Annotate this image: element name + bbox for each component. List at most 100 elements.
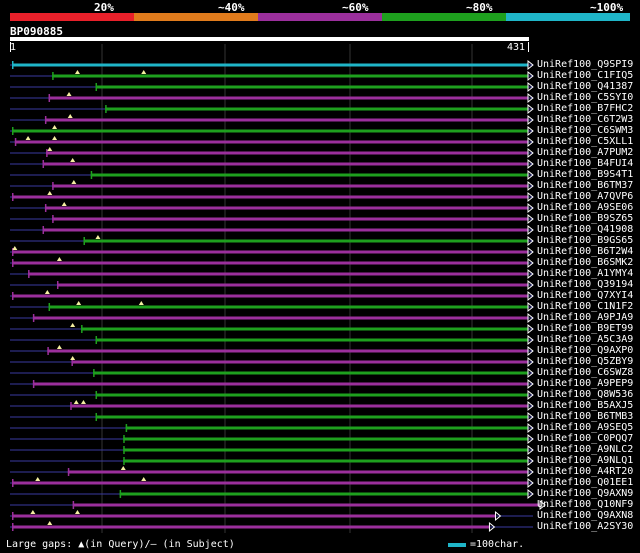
hit-bar[interactable] [52, 74, 529, 78]
hit-bar[interactable] [12, 250, 528, 254]
hit-bar[interactable] [72, 503, 541, 507]
hit-bar[interactable] [32, 316, 529, 320]
hit-bar[interactable] [95, 85, 528, 89]
hit-bar[interactable] [119, 492, 528, 496]
hit-label[interactable]: UniRef100_A7PUM2 [537, 147, 634, 158]
hit-label[interactable]: UniRef100_C6T2W3 [537, 114, 634, 125]
hit-label[interactable]: UniRef100_A9PEP9 [537, 378, 634, 389]
hit-label[interactable]: UniRef100_C0PQQ7 [537, 433, 634, 444]
hit-bar[interactable] [12, 261, 528, 265]
hit-label[interactable]: UniRef100_C1N1F2 [537, 301, 634, 312]
hit-label[interactable]: UniRef100_C5SYI0 [537, 92, 634, 103]
hit-bar[interactable] [12, 481, 528, 485]
hit-end-arrow-icon [527, 246, 534, 258]
hit-label[interactable]: UniRef100_C6SWZ8 [537, 367, 634, 378]
hit-bar[interactable] [52, 184, 529, 188]
hit-end-arrow-icon [527, 411, 534, 423]
hit-label[interactable]: UniRef100_B9GS65 [537, 235, 634, 246]
hit-start-tick [71, 358, 73, 366]
hit-bar[interactable] [123, 448, 528, 452]
hit-bar[interactable] [93, 371, 528, 375]
hit-bar[interactable] [123, 459, 528, 463]
hit-bar[interactable] [12, 63, 528, 67]
gap-marker-icon [141, 477, 147, 481]
hit-bar[interactable] [28, 272, 529, 276]
hit-label[interactable]: UniRef100_B7FHC2 [537, 103, 634, 114]
hit-bar[interactable] [12, 525, 490, 529]
hit-bar[interactable] [48, 96, 529, 100]
hit-bar[interactable] [12, 195, 528, 199]
hit-start-tick [83, 237, 85, 245]
hit-start-tick [48, 94, 51, 102]
hit-bar[interactable] [83, 239, 529, 243]
hit-label[interactable]: UniRef100_B5AXJ5 [537, 400, 634, 411]
hit-label[interactable]: UniRef100_Q41387 [537, 81, 634, 92]
hit-label[interactable]: UniRef100_B9SZ65 [537, 213, 634, 224]
hit-label[interactable]: UniRef100_C5XLL1 [537, 136, 634, 147]
hit-bar[interactable] [95, 415, 528, 419]
hit-label[interactable]: UniRef100_Q10NF9 [537, 499, 634, 510]
hit-bar[interactable] [90, 173, 529, 177]
hit-end-arrow-icon [527, 169, 534, 181]
hit-bar[interactable] [48, 305, 529, 309]
hit-bar[interactable] [47, 349, 529, 353]
hit-label[interactable]: UniRef100_A9NLC2 [537, 444, 634, 455]
hit-bar[interactable] [12, 294, 528, 298]
hit-bar[interactable] [12, 514, 496, 518]
hit-label[interactable]: UniRef100_B6TMB3 [537, 411, 634, 422]
hit-start-tick [105, 105, 107, 113]
hit-label[interactable]: UniRef100_A2SY30 [537, 521, 634, 532]
hit-label[interactable]: UniRef100_A7QVP6 [537, 191, 634, 202]
hit-bar[interactable] [42, 162, 529, 166]
hit-bar[interactable] [71, 360, 529, 364]
hit-label[interactable]: UniRef100_C6SWM3 [537, 125, 634, 136]
hit-label[interactable]: UniRef100_Q9AXN8 [537, 510, 634, 521]
hit-label[interactable]: UniRef100_Q01EE1 [537, 477, 634, 488]
hit-bar[interactable] [32, 382, 529, 386]
hit-label[interactable]: UniRef100_B4FUI4 [537, 158, 634, 169]
gap-marker-icon [80, 400, 86, 404]
hit-end-arrow-icon [527, 356, 534, 368]
hit-label[interactable]: UniRef100_A4RT20 [537, 466, 634, 477]
hit-label[interactable]: UniRef100_A1YMY4 [537, 268, 634, 279]
hit-bar[interactable] [95, 393, 528, 397]
hit-label[interactable]: UniRef100_A9SE06 [537, 202, 634, 213]
hit-label[interactable]: UniRef100_Q41908 [537, 224, 634, 235]
hit-bar[interactable] [95, 338, 528, 342]
hit-end-arrow-icon [527, 334, 534, 346]
hit-label[interactable]: UniRef100_Q9AXP0 [537, 345, 634, 356]
hit-label[interactable]: UniRef100_C1FIQ5 [537, 70, 634, 81]
hit-label[interactable]: UniRef100_Q9SPI9 [537, 59, 634, 70]
hit-bar[interactable] [67, 470, 529, 474]
hit-bar[interactable] [105, 107, 528, 111]
hit-bar[interactable] [123, 437, 528, 441]
hit-bar[interactable] [125, 426, 528, 430]
hit-bar[interactable] [46, 151, 529, 155]
hit-end-arrow-icon [527, 147, 534, 159]
hit-label[interactable]: UniRef100_B6TM37 [537, 180, 634, 191]
hit-bar[interactable] [56, 283, 529, 287]
hit-bar[interactable] [81, 327, 529, 331]
hit-label[interactable]: UniRef100_A9NLQ1 [537, 455, 634, 466]
hit-label[interactable]: UniRef100_B9ET99 [537, 323, 634, 334]
hit-label[interactable]: UniRef100_B6SMK2 [537, 257, 634, 268]
hit-bar[interactable] [14, 140, 529, 144]
hit-label[interactable]: UniRef100_B6T2W4 [537, 246, 634, 257]
hit-label[interactable]: UniRef100_A9PJA9 [537, 312, 634, 323]
hit-label[interactable]: UniRef100_Q39194 [537, 279, 634, 290]
hit-label[interactable]: UniRef100_A9SEQ5 [537, 422, 634, 433]
hit-label[interactable]: UniRef100_B9S4T1 [537, 169, 634, 180]
hit-bar[interactable] [12, 129, 528, 133]
hit-label[interactable]: UniRef100_Q8W536 [537, 389, 634, 400]
hit-bar[interactable] [44, 118, 529, 122]
hit-label[interactable]: UniRef100_A5C3A9 [537, 334, 634, 345]
hit-end-arrow-icon [527, 367, 534, 379]
query-bar [10, 37, 529, 41]
hit-bar[interactable] [70, 404, 529, 408]
hit-label[interactable]: UniRef100_Q5ZBY9 [537, 356, 634, 367]
hit-bar[interactable] [42, 228, 529, 232]
hit-label[interactable]: UniRef100_Q7XYI4 [537, 290, 634, 301]
hit-label[interactable]: UniRef100_Q9AXN9 [537, 488, 634, 499]
hit-bar[interactable] [44, 206, 529, 210]
hit-bar[interactable] [52, 217, 529, 221]
